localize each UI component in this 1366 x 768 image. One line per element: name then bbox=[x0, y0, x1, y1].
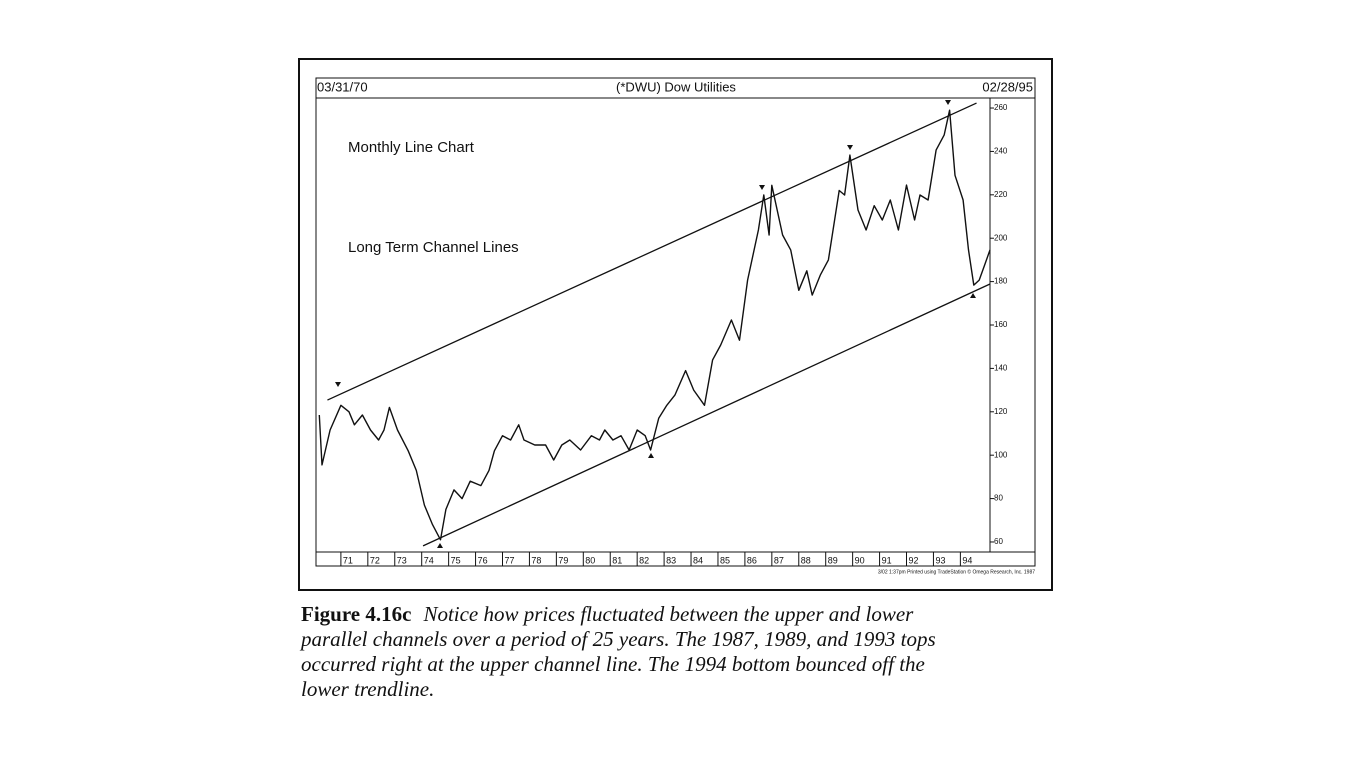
caption-line: Notice how prices fluctuated between the… bbox=[423, 602, 914, 626]
arrow bbox=[945, 100, 951, 105]
footnote: 3/02 1:37pm Printed using TradeStation ©… bbox=[878, 568, 1035, 575]
annotation: Long Term Channel Lines bbox=[348, 239, 519, 256]
caption-line: parallel channels over a period of 25 ye… bbox=[301, 627, 936, 651]
x-tick-label: 89 bbox=[828, 555, 838, 565]
price-line bbox=[318, 109, 991, 541]
start-date: 03/31/70 bbox=[317, 79, 368, 94]
y-tick-label: 120 bbox=[994, 407, 1008, 416]
plot-frame bbox=[315, 77, 1036, 567]
y-tick-label: 160 bbox=[994, 320, 1008, 329]
caption: Figure 4.16c Notice how prices fluctuated… bbox=[301, 602, 1061, 702]
x-tick-label: 85 bbox=[720, 555, 730, 565]
x-tick-label: 84 bbox=[693, 555, 703, 565]
x-tick-label: 79 bbox=[558, 555, 568, 565]
x-tick-label: 78 bbox=[531, 555, 541, 565]
arrow bbox=[970, 293, 976, 298]
y-tick-label: 200 bbox=[994, 233, 1008, 242]
y-tick-label: 180 bbox=[994, 277, 1008, 286]
x-tick-label: 77 bbox=[504, 555, 514, 565]
x-tick-label: 83 bbox=[666, 555, 676, 565]
x-tick-label: 90 bbox=[855, 555, 865, 565]
x-tick-label: 73 bbox=[397, 555, 407, 565]
x-tick-label: 71 bbox=[343, 555, 353, 565]
x-tick-label: 93 bbox=[935, 555, 945, 565]
x-tick-label: 72 bbox=[370, 555, 380, 565]
arrow bbox=[437, 543, 443, 548]
channel-line bbox=[327, 102, 977, 401]
caption-label: Figure 4.16c bbox=[301, 602, 412, 626]
arrow bbox=[335, 382, 341, 387]
chart-title: (*DWU) Dow Utilities bbox=[616, 79, 736, 94]
arrow bbox=[847, 145, 853, 150]
x-tick-label: 74 bbox=[424, 555, 434, 565]
y-tick-label: 140 bbox=[994, 364, 1008, 373]
y-tick-label: 260 bbox=[994, 103, 1008, 112]
y-tick-label: 100 bbox=[994, 450, 1008, 459]
x-tick-label: 88 bbox=[801, 555, 811, 565]
x-tick-label: 92 bbox=[909, 555, 919, 565]
y-tick-label: 240 bbox=[994, 147, 1008, 156]
x-tick-label: 81 bbox=[612, 555, 622, 565]
caption-row: Figure 4.16c Notice how prices fluctuated… bbox=[301, 602, 1061, 627]
annotation: Monthly Line Chart bbox=[348, 139, 475, 156]
x-tick-label: 86 bbox=[747, 555, 757, 565]
x-tick-label: 82 bbox=[639, 555, 649, 565]
frame bbox=[298, 58, 1053, 591]
y-tick-label: 60 bbox=[994, 537, 1003, 546]
caption-line: occurred right at the upper channel line… bbox=[301, 652, 925, 676]
arrows bbox=[335, 100, 976, 548]
x-tick-label: 80 bbox=[585, 555, 595, 565]
x-tick-label: 91 bbox=[882, 555, 892, 565]
end-date: 02/28/95 bbox=[982, 79, 1033, 94]
chart: 03/31/70 (*DWU) Dow Utilities 02/28/95 M… bbox=[298, 58, 1053, 591]
x-tick-label: 87 bbox=[774, 555, 784, 565]
channel-line bbox=[422, 283, 991, 547]
y-tick-label: 80 bbox=[994, 494, 1003, 503]
caption-line: lower trendline. bbox=[301, 677, 435, 701]
arrow bbox=[648, 453, 654, 458]
x-tick-label: 94 bbox=[962, 555, 972, 565]
y-tick-label: 220 bbox=[994, 190, 1008, 199]
x-tick-label: 75 bbox=[451, 555, 461, 565]
arrow bbox=[759, 185, 765, 190]
x-tick-label: 76 bbox=[478, 555, 488, 565]
